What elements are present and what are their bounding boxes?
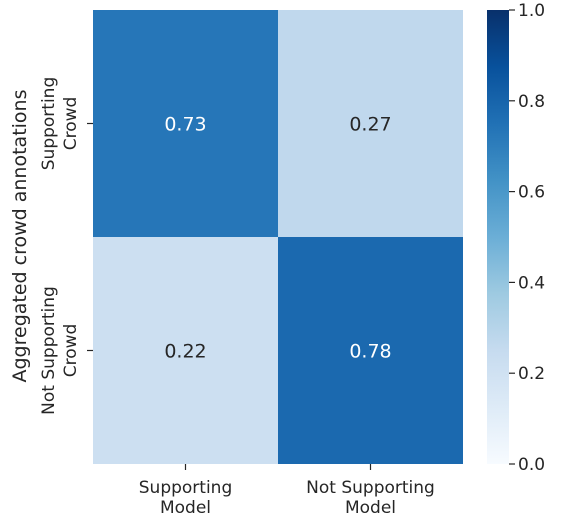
x-tick-label: Model [345, 498, 396, 518]
colorbar-tick-label: 0.0 [518, 455, 545, 475]
colorbar-tick-label: 1.0 [518, 1, 545, 21]
cell-value-label: 0.22 [164, 341, 206, 363]
colorbar-ticks: 0.0 0.2 0.4 0.6 0.8 1.0 [509, 1, 545, 475]
cell-value-label: 0.78 [349, 341, 391, 363]
x-tick-label: Supporting [139, 478, 233, 498]
y-tick-label: Crowd [61, 324, 81, 378]
colorbar-tick-label: 0.8 [518, 92, 545, 112]
heatmap-cell-r1-c1 [278, 237, 463, 464]
y-tick-label: Supporting [39, 77, 59, 171]
heatmap-cell-r0-c1 [278, 10, 463, 237]
y-axis-label: Aggregated crowd annotations [9, 90, 31, 383]
heatmap-cell-r0-c0 [93, 10, 278, 237]
y-tick-label: Crowd [61, 97, 81, 151]
x-tick-label: Not Supporting [306, 478, 435, 498]
cell-value-label: 0.73 [164, 114, 206, 136]
heatmap-cell-labels: 0.73 0.27 0.22 0.78 [164, 114, 391, 363]
cell-value-label: 0.27 [349, 114, 391, 136]
heatmap-cells [93, 10, 463, 464]
colorbar-tick-label: 0.4 [518, 273, 545, 293]
heatmap-cell-r1-c0 [93, 237, 278, 464]
colorbar-tick-label: 0.2 [518, 364, 545, 384]
colorbar [487, 10, 509, 464]
y-tick-label: Not Supporting [39, 286, 59, 415]
x-tick-label: Model [160, 498, 211, 518]
colorbar-tick-label: 0.6 [518, 183, 545, 203]
